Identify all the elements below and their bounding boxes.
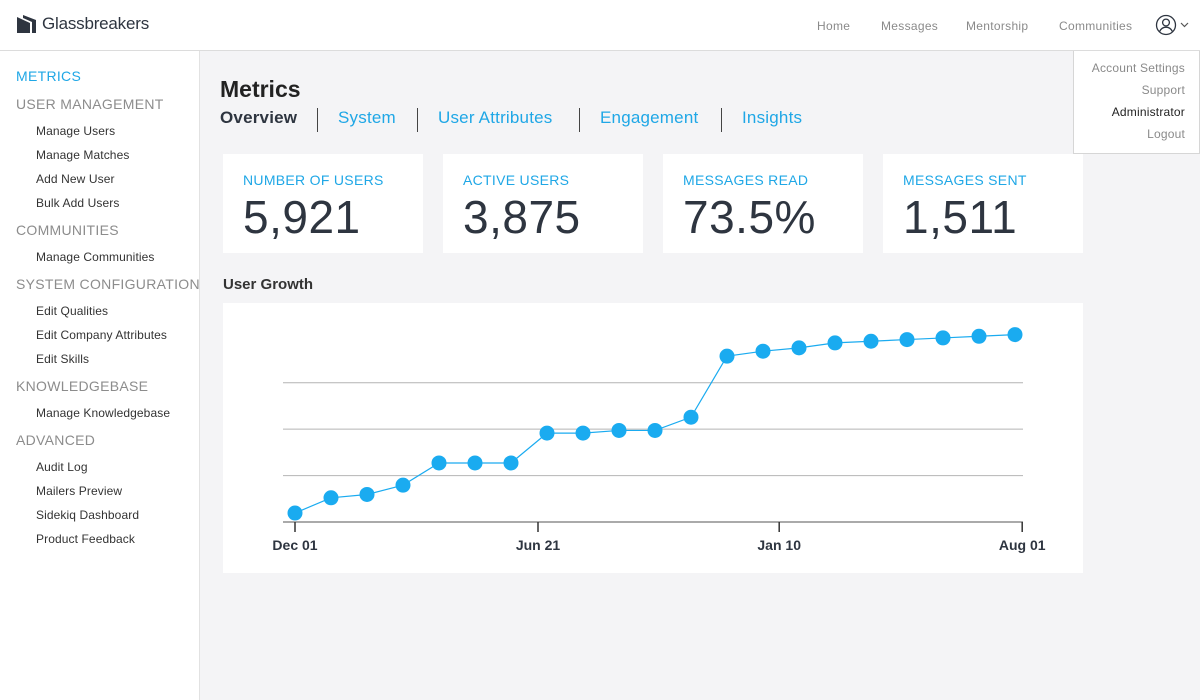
user-growth-data-point: [395, 477, 411, 493]
user-growth-chart-panel: Dec 01 Jun 21 Jan 10 Aug 01: [223, 303, 1083, 573]
sidebar-item-edit-company-attributes[interactable]: Edit Company Attributes: [36, 328, 168, 342]
page-title: Metrics: [220, 76, 301, 102]
brand-logo[interactable]: Glassbreakers: [16, 14, 149, 34]
sidebar-section-user-management[interactable]: USER MANAGEMENT: [16, 96, 164, 112]
user-growth-data-point: [431, 455, 447, 471]
sidebar-item-edit-qualities[interactable]: Edit Qualities: [36, 304, 109, 318]
chevron-down-icon: [1180, 22, 1189, 28]
menu-support[interactable]: Support: [1141, 83, 1185, 97]
user-growth-data-point: [503, 455, 519, 471]
sidebar-item-manage-communities[interactable]: Manage Communities: [36, 250, 155, 264]
stat-value: 1,511: [903, 191, 1018, 243]
sidebar-item-product-feedback[interactable]: Product Feedback: [36, 532, 135, 546]
sidebar-item-mailers-preview[interactable]: Mailers Preview: [36, 484, 123, 498]
stat-label: ACTIVE USERS: [463, 172, 570, 188]
tab-divider: [317, 108, 318, 132]
user-growth-data-point: [971, 328, 987, 344]
stat-value: 3,875: [463, 191, 581, 243]
user-growth-data-point: [575, 425, 591, 441]
tab-engagement[interactable]: Engagement: [600, 108, 699, 127]
sidebar-section-metrics[interactable]: METRICS: [16, 68, 82, 84]
user-growth-data-point: [683, 409, 699, 425]
chart-x-tick-label: Jan 10: [757, 537, 801, 553]
user-growth-data-point: [791, 340, 807, 356]
tab-divider: [579, 108, 580, 132]
user-growth-data-point: [1007, 327, 1023, 343]
user-avatar-icon: [1155, 14, 1177, 36]
chart-x-tick-label: Jun 21: [516, 537, 561, 553]
tab-divider: [721, 108, 722, 132]
stat-value: 73.5%: [683, 191, 816, 243]
sidebar-item-audit-log[interactable]: Audit Log: [36, 460, 88, 474]
tab-user-attributes[interactable]: User Attributes: [438, 108, 553, 127]
sidebar-item-add-new-user[interactable]: Add New User: [36, 172, 115, 186]
sidebar-item-manage-knowledgebase[interactable]: Manage Knowledgebase: [36, 406, 171, 420]
stat-label: MESSAGES READ: [683, 172, 809, 188]
menu-account-settings[interactable]: Account Settings: [1091, 61, 1185, 75]
stat-card-messages-sent: MESSAGES SENT 1,511: [883, 154, 1083, 253]
nav-home[interactable]: Home: [817, 19, 851, 33]
sidebar-item-manage-matches[interactable]: Manage Matches: [36, 148, 130, 162]
stat-label: NUMBER OF USERS: [243, 172, 384, 188]
stat-card-active-users: ACTIVE USERS 3,875: [443, 154, 643, 253]
chart-x-tick-label: Aug 01: [999, 537, 1046, 553]
stat-value: 5,921: [243, 191, 361, 243]
user-growth-data-point: [467, 455, 483, 471]
nav-communities[interactable]: Communities: [1059, 19, 1133, 33]
glass-shard-icon: [17, 15, 36, 33]
brand-name: Glassbreakers: [42, 14, 149, 33]
stat-card-messages-read: MESSAGES READ 73.5%: [663, 154, 863, 253]
user-dropdown-menu: Account Settings Support Administrator L…: [1073, 51, 1200, 154]
stat-card-number-of-users: NUMBER OF USERS 5,921: [223, 154, 423, 253]
chart-section-title: User Growth: [223, 276, 314, 293]
user-growth-data-point: [323, 490, 339, 506]
user-growth-chart: Dec 01 Jun 21 Jan 10 Aug 01: [272, 327, 1046, 553]
top-bar: Glassbreakers Home Messages Mentorship C…: [0, 0, 1200, 51]
sidebar-section-communities[interactable]: COMMUNITIES: [16, 222, 119, 238]
nav-mentorship[interactable]: Mentorship: [966, 19, 1029, 33]
stat-label: MESSAGES SENT: [903, 172, 1027, 188]
user-growth-data-point: [899, 332, 915, 348]
user-growth-data-point: [287, 505, 303, 521]
chart-x-tick-label: Dec 01: [272, 537, 317, 553]
user-growth-data-point: [935, 330, 951, 346]
admin-sidebar: METRICS USER MANAGEMENT Manage Users Man…: [0, 51, 200, 700]
sidebar-item-manage-users[interactable]: Manage Users: [36, 124, 116, 138]
user-growth-data-point: [647, 422, 663, 438]
user-growth-data-point: [719, 348, 735, 364]
sidebar-item-edit-skills[interactable]: Edit Skills: [36, 352, 90, 366]
user-growth-data-point: [359, 486, 375, 502]
sidebar-item-sidekiq-dashboard[interactable]: Sidekiq Dashboard: [36, 508, 140, 522]
user-menu-toggle[interactable]: [1155, 14, 1189, 36]
menu-logout[interactable]: Logout: [1147, 127, 1185, 141]
sidebar-item-bulk-add-users[interactable]: Bulk Add Users: [36, 196, 120, 210]
user-growth-data-point: [827, 335, 843, 351]
nav-messages[interactable]: Messages: [881, 19, 939, 33]
sidebar-section-knowledgebase[interactable]: KNOWLEDGEBASE: [16, 378, 149, 394]
tab-divider: [417, 108, 418, 132]
user-growth-data-point: [539, 425, 555, 441]
tab-overview[interactable]: Overview: [220, 108, 298, 127]
tab-system[interactable]: System: [338, 108, 396, 127]
sidebar-section-system-configuration[interactable]: SYSTEM CONFIGURATION: [16, 276, 200, 292]
sidebar-section-advanced[interactable]: ADVANCED: [16, 432, 96, 448]
tab-insights[interactable]: Insights: [742, 108, 803, 127]
user-growth-data-point: [611, 422, 627, 438]
user-growth-data-point: [755, 343, 771, 359]
user-growth-data-point: [863, 333, 879, 349]
menu-administrator[interactable]: Administrator: [1111, 105, 1185, 119]
